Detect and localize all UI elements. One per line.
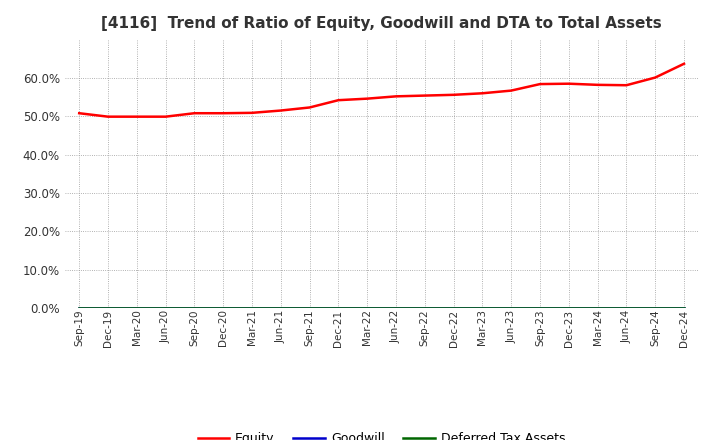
Deferred Tax Assets xyxy=(536,305,544,311)
Equity xyxy=(449,92,458,97)
Goodwill xyxy=(190,305,199,311)
Goodwill xyxy=(334,305,343,311)
Deferred Tax Assets xyxy=(161,305,170,311)
Goodwill xyxy=(104,305,112,311)
Deferred Tax Assets xyxy=(334,305,343,311)
Equity xyxy=(305,105,314,110)
Deferred Tax Assets xyxy=(276,305,285,311)
Deferred Tax Assets xyxy=(680,305,688,311)
Deferred Tax Assets xyxy=(190,305,199,311)
Goodwill xyxy=(507,305,516,311)
Goodwill xyxy=(420,305,429,311)
Goodwill xyxy=(478,305,487,311)
Goodwill xyxy=(564,305,573,311)
Goodwill xyxy=(276,305,285,311)
Equity xyxy=(622,83,631,88)
Equity xyxy=(507,88,516,93)
Equity xyxy=(564,81,573,86)
Equity xyxy=(478,91,487,96)
Goodwill xyxy=(651,305,660,311)
Equity xyxy=(190,110,199,116)
Equity xyxy=(680,61,688,66)
Deferred Tax Assets xyxy=(651,305,660,311)
Goodwill xyxy=(305,305,314,311)
Equity xyxy=(363,96,372,101)
Equity xyxy=(334,98,343,103)
Goodwill xyxy=(132,305,141,311)
Equity xyxy=(219,110,228,116)
Equity xyxy=(651,75,660,80)
Equity xyxy=(75,110,84,116)
Goodwill xyxy=(536,305,544,311)
Deferred Tax Assets xyxy=(104,305,112,311)
Equity xyxy=(593,82,602,88)
Equity xyxy=(392,94,400,99)
Deferred Tax Assets xyxy=(564,305,573,311)
Equity xyxy=(248,110,256,115)
Goodwill xyxy=(363,305,372,311)
Legend: Equity, Goodwill, Deferred Tax Assets: Equity, Goodwill, Deferred Tax Assets xyxy=(193,427,570,440)
Deferred Tax Assets xyxy=(75,305,84,311)
Deferred Tax Assets xyxy=(363,305,372,311)
Goodwill xyxy=(248,305,256,311)
Equity xyxy=(276,108,285,113)
Goodwill xyxy=(449,305,458,311)
Title: [4116]  Trend of Ratio of Equity, Goodwill and DTA to Total Assets: [4116] Trend of Ratio of Equity, Goodwil… xyxy=(102,16,662,32)
Equity xyxy=(536,81,544,87)
Equity xyxy=(104,114,112,119)
Deferred Tax Assets xyxy=(392,305,400,311)
Deferred Tax Assets xyxy=(507,305,516,311)
Deferred Tax Assets xyxy=(622,305,631,311)
Goodwill xyxy=(161,305,170,311)
Goodwill xyxy=(622,305,631,311)
Goodwill xyxy=(219,305,228,311)
Goodwill xyxy=(392,305,400,311)
Deferred Tax Assets xyxy=(248,305,256,311)
Equity xyxy=(420,93,429,98)
Line: Equity: Equity xyxy=(79,64,684,117)
Equity xyxy=(132,114,141,119)
Equity xyxy=(161,114,170,119)
Goodwill xyxy=(680,305,688,311)
Deferred Tax Assets xyxy=(219,305,228,311)
Goodwill xyxy=(593,305,602,311)
Deferred Tax Assets xyxy=(478,305,487,311)
Deferred Tax Assets xyxy=(449,305,458,311)
Deferred Tax Assets xyxy=(420,305,429,311)
Deferred Tax Assets xyxy=(132,305,141,311)
Goodwill xyxy=(75,305,84,311)
Deferred Tax Assets xyxy=(305,305,314,311)
Deferred Tax Assets xyxy=(593,305,602,311)
